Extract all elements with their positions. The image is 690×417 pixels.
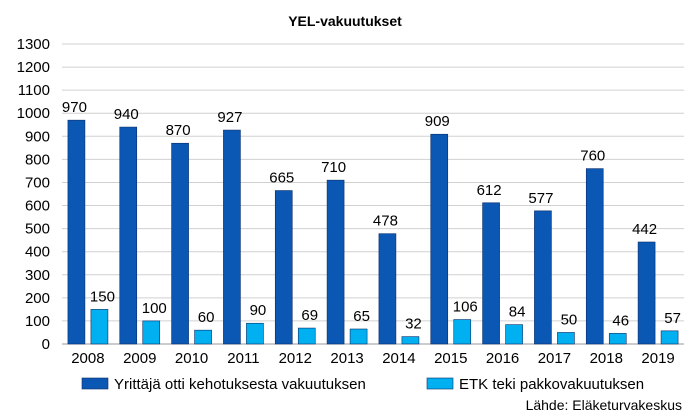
x-tick-label: 2009 xyxy=(123,350,156,367)
x-tick-label: 2010 xyxy=(175,350,208,367)
bar-kehotus xyxy=(378,233,397,345)
bar-pakko xyxy=(453,319,472,345)
y-axis-ticks: 0 100 200 300 400 500 600 700 800 900 1000 1100 1200… xyxy=(17,36,50,353)
y-tick-label: 700 xyxy=(25,174,50,191)
bar-kehotus xyxy=(326,179,345,345)
data-label: 665 xyxy=(269,170,294,187)
bar-pakko xyxy=(660,330,679,345)
data-label: 50 xyxy=(561,311,578,328)
bar-pakko xyxy=(608,333,627,345)
source-note: Lähde: Eläketurvakeskus xyxy=(526,397,682,413)
bar-kehotus xyxy=(274,190,293,345)
x-tick-label: 2013 xyxy=(330,350,363,367)
bar-kehotus xyxy=(482,202,500,345)
bar-kehotus xyxy=(637,241,656,345)
bar-kehotus xyxy=(171,142,189,345)
data-label: 927 xyxy=(217,109,242,126)
data-label: 60 xyxy=(198,309,215,326)
y-tick-label: 400 xyxy=(25,244,50,261)
y-tick-label: 900 xyxy=(25,128,50,145)
y-tick-label: 1200 xyxy=(17,59,50,76)
legend-swatch xyxy=(426,377,454,390)
legend-label: ETK teki pakkovakuutuksen xyxy=(459,376,644,393)
bar-kehotus xyxy=(534,210,552,345)
x-tick-label: 2019 xyxy=(641,350,674,367)
y-tick-label: 100 xyxy=(25,313,50,330)
y-tick-label: 1100 xyxy=(18,82,50,99)
bar-pakko xyxy=(194,329,212,345)
bars xyxy=(67,119,679,345)
data-label: 46 xyxy=(612,312,629,329)
legend-swatch xyxy=(81,377,109,390)
data-label: 710 xyxy=(321,159,346,176)
bar-pakko xyxy=(246,322,264,345)
data-label: 65 xyxy=(353,308,370,325)
data-label: 612 xyxy=(477,182,502,199)
y-tick-label: 0 xyxy=(42,336,50,353)
data-label: 478 xyxy=(373,213,398,230)
x-tick-label: 2017 xyxy=(538,350,571,367)
y-tick-label: 300 xyxy=(25,267,50,284)
data-label: 970 xyxy=(62,99,87,116)
bar-kehotus xyxy=(585,168,604,345)
gridlines xyxy=(62,43,684,345)
data-label: 870 xyxy=(166,122,191,139)
legend-label: Yrittäjä otti kehotuksesta vakuutuksen xyxy=(114,376,366,393)
x-tick-label: 2012 xyxy=(279,350,312,367)
x-tick-label: 2018 xyxy=(590,350,623,367)
bar-pakko xyxy=(401,336,420,345)
bar-kehotus xyxy=(223,129,241,345)
chart-title: YEL-vakuutukset xyxy=(288,13,402,29)
data-label: 909 xyxy=(425,113,450,130)
x-tick-label: 2016 xyxy=(486,350,519,367)
data-labels: 970 150 940 100 870 60 927 90 665 69 710 65 478 32 909… xyxy=(62,99,681,332)
y-tick-label: 800 xyxy=(25,151,50,168)
data-label: 100 xyxy=(142,300,167,317)
data-label: 760 xyxy=(580,148,605,165)
data-label: 577 xyxy=(528,190,553,207)
data-label: 90 xyxy=(250,302,267,319)
y-tick-label: 1300 xyxy=(17,36,50,53)
bar-kehotus xyxy=(119,126,138,345)
data-label: 940 xyxy=(114,106,139,123)
x-tick-label: 2008 xyxy=(71,350,104,367)
x-tick-label: 2015 xyxy=(434,350,467,367)
data-label: 442 xyxy=(632,221,657,238)
bar-pakko xyxy=(90,309,109,345)
data-label: 57 xyxy=(664,310,681,327)
data-label: 106 xyxy=(453,299,478,316)
x-tick-label: 2014 xyxy=(382,350,415,367)
bar-kehotus xyxy=(67,119,86,345)
bar-pakko xyxy=(557,332,575,345)
legend: Yrittäjä otti kehotuksesta vakuutuksen ET… xyxy=(81,376,644,393)
x-axis-ticks: 2008 2009 2010 2011 2012 2013 2014 2015 2016 2017… xyxy=(71,350,675,367)
y-tick-label: 1000 xyxy=(17,105,50,122)
y-tick-label: 500 xyxy=(25,221,50,238)
data-label: 69 xyxy=(301,307,318,324)
y-tick-label: 200 xyxy=(25,290,50,307)
bar-kehotus xyxy=(430,133,449,345)
y-tick-label: 600 xyxy=(25,198,50,215)
x-tick-label: 2011 xyxy=(227,350,259,367)
bar-pakko xyxy=(297,327,316,345)
bar-pakko xyxy=(142,320,161,345)
bar-pakko xyxy=(505,324,523,345)
data-label: 150 xyxy=(90,288,115,305)
data-label: 84 xyxy=(509,304,526,321)
bar-pakko xyxy=(349,328,368,345)
data-label: 32 xyxy=(405,316,422,333)
